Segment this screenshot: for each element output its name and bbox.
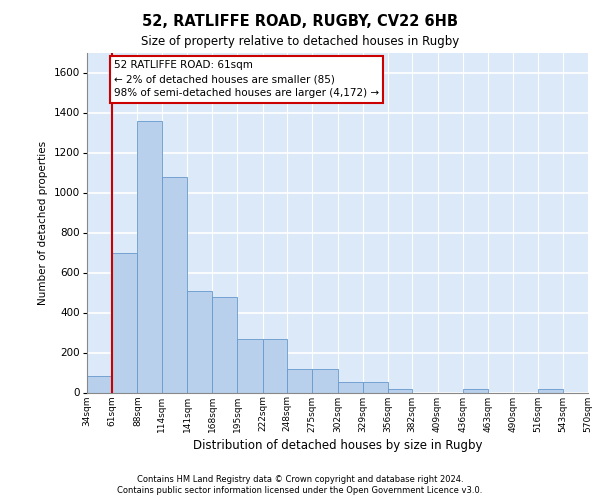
Bar — [187, 290, 212, 392]
Bar — [388, 388, 412, 392]
Bar — [463, 388, 488, 392]
Bar — [87, 376, 112, 392]
Bar — [112, 252, 137, 392]
Text: 52, RATLIFFE ROAD, RUGBY, CV22 6HB: 52, RATLIFFE ROAD, RUGBY, CV22 6HB — [142, 14, 458, 29]
Bar — [137, 120, 162, 392]
Text: Contains public sector information licensed under the Open Government Licence v3: Contains public sector information licen… — [118, 486, 482, 495]
Bar — [312, 368, 337, 392]
X-axis label: Distribution of detached houses by size in Rugby: Distribution of detached houses by size … — [193, 438, 482, 452]
Bar — [162, 176, 187, 392]
Bar — [363, 382, 388, 392]
Text: Contains HM Land Registry data © Crown copyright and database right 2024.: Contains HM Land Registry data © Crown c… — [137, 475, 463, 484]
Bar — [538, 388, 563, 392]
Bar — [238, 338, 263, 392]
Y-axis label: Number of detached properties: Number of detached properties — [38, 140, 48, 304]
Bar — [287, 368, 312, 392]
Text: Size of property relative to detached houses in Rugby: Size of property relative to detached ho… — [141, 35, 459, 48]
Text: 52 RATLIFFE ROAD: 61sqm
← 2% of detached houses are smaller (85)
98% of semi-det: 52 RATLIFFE ROAD: 61sqm ← 2% of detached… — [114, 60, 379, 98]
Bar — [263, 338, 287, 392]
Bar — [337, 382, 363, 392]
Bar — [212, 296, 238, 392]
